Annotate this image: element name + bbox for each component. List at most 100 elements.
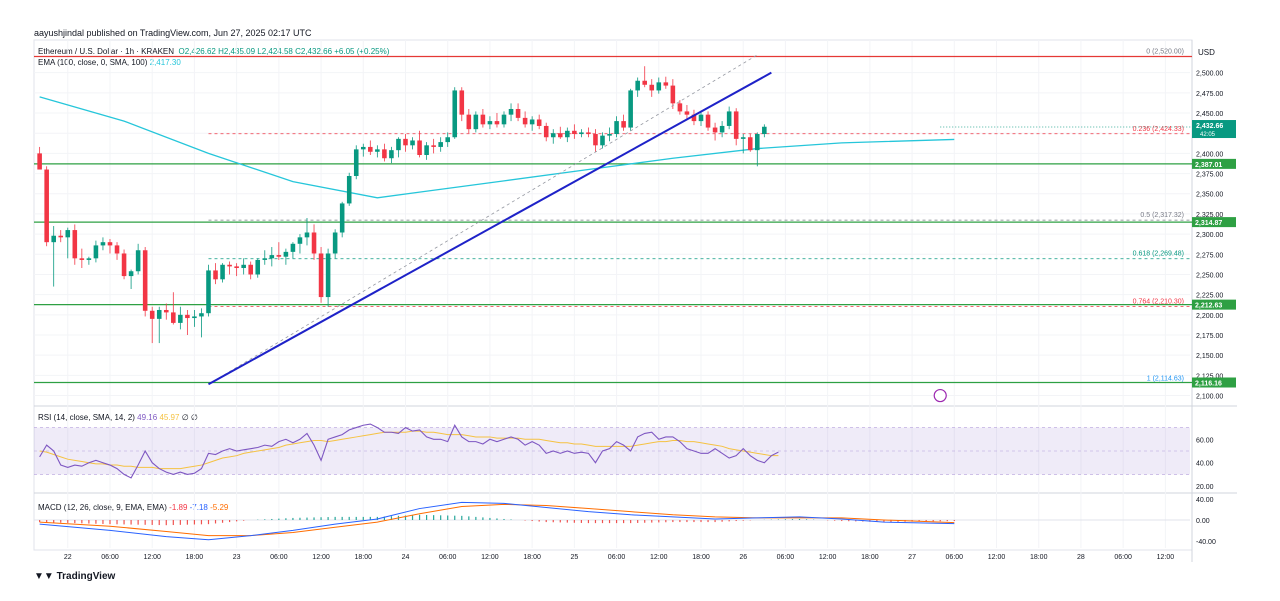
candle-body <box>72 230 78 259</box>
macd-tick-label: 0.00 <box>1196 518 1210 525</box>
candle-body <box>628 90 633 128</box>
candle-body <box>227 264 232 267</box>
candle-body <box>163 309 169 313</box>
candle-body <box>325 253 331 298</box>
candle-body <box>410 140 415 146</box>
candle-body <box>100 242 106 246</box>
candle-body <box>185 314 190 319</box>
candle-body <box>586 132 591 135</box>
time-tick-label: 22 <box>64 554 72 561</box>
rsi-legend: RSI (14, close, SMA, 14, 2) 49.16 45.97 … <box>38 413 198 422</box>
macd-label: MACD (12, 26, close, 9, EMA, EMA) <box>38 503 167 512</box>
candle-body <box>135 250 141 272</box>
candle-body <box>550 133 556 138</box>
candle-body <box>762 126 767 135</box>
candle-body <box>37 153 42 170</box>
ema-value: 2,417.30 <box>149 58 181 67</box>
candle-body <box>396 138 401 151</box>
fib-level-label: 1 (2,114.63) <box>1147 376 1184 383</box>
candle-body <box>121 253 127 277</box>
candle-body <box>424 145 429 156</box>
candle-body <box>663 82 669 86</box>
level-price-tag <box>1192 377 1236 388</box>
candle-body <box>614 121 619 135</box>
time-tick-label: 24 <box>402 554 410 561</box>
price-tick-label: 2,275.00 <box>1196 252 1223 259</box>
fib-level-label: 0 (2,520.00) <box>1146 49 1184 56</box>
price-change: +6.05 (+0.25%) <box>334 47 390 56</box>
candle-body <box>79 258 85 260</box>
candle-body <box>332 232 338 254</box>
candle-body <box>572 130 577 135</box>
candle-body <box>557 133 563 138</box>
ohlc-open: O2,426.62 <box>178 47 216 56</box>
candle-body <box>726 111 732 126</box>
currency-label: USD <box>1198 48 1215 57</box>
candle-body <box>213 270 218 280</box>
candle-body <box>318 253 324 298</box>
candle-body <box>698 114 704 122</box>
rsi-label: RSI (14, close, SMA, 14, 2) <box>38 413 135 422</box>
rsi-value: 49.16 <box>137 413 158 422</box>
fib-level-label: 0.5 (2,317.32) <box>1140 212 1184 219</box>
last-price-tag <box>1192 120 1236 139</box>
last-price-label: 2,432.66 <box>1196 123 1223 130</box>
candle-body <box>494 121 500 125</box>
candle-body <box>107 242 113 246</box>
time-tick-label: 26 <box>739 554 747 561</box>
candle-body <box>543 125 549 138</box>
macd-signal-value: -5.29 <box>210 503 229 512</box>
candle-body <box>248 264 253 275</box>
candle-body <box>684 111 690 115</box>
time-tick-label: 06:00 <box>439 554 457 561</box>
time-tick-label: 12:00 <box>1157 554 1175 561</box>
candle-body <box>593 134 598 146</box>
candle-body <box>114 245 120 254</box>
price-tick-label: 2,175.00 <box>1196 333 1223 340</box>
rsi-tick-label: 40.00 <box>1196 461 1214 468</box>
price-tick-label: 2,375.00 <box>1196 172 1223 179</box>
candle-body <box>65 230 71 238</box>
candle-body <box>192 316 197 319</box>
time-tick-label: 12:00 <box>481 554 499 561</box>
ema-label: EMA (100, close, 0, SMA, 100) <box>38 58 148 67</box>
candle-body <box>171 312 176 323</box>
time-tick-label: 06:00 <box>101 554 119 561</box>
candle-body <box>311 232 317 254</box>
candle-body <box>297 237 303 244</box>
time-tick-label: 06:00 <box>777 554 795 561</box>
candle-body <box>733 111 739 139</box>
candles-layer <box>37 66 767 344</box>
macd-tick-label: -40.00 <box>1196 539 1216 546</box>
price-tick-label: 2,325.00 <box>1196 212 1223 219</box>
candle-body <box>339 203 345 233</box>
rsi-pane <box>34 423 1190 479</box>
trendline-layer <box>208 54 947 403</box>
ema-legend: EMA (100, close, 0, SMA, 100) 2,417.30 <box>38 58 181 67</box>
candle-body <box>747 137 753 151</box>
time-tick-label: 28 <box>1077 554 1085 561</box>
candle-body <box>755 134 760 151</box>
candle-body <box>501 114 507 125</box>
candle-body <box>452 90 458 138</box>
candle-body <box>241 264 246 269</box>
alert-icon <box>933 388 947 403</box>
publisher-line: aayushjindal published on TradingView.co… <box>34 28 312 38</box>
time-tick-label: 18:00 <box>861 554 879 561</box>
candle-body <box>480 114 486 125</box>
candle-body <box>368 146 373 152</box>
axes-layer: 2,500.002,475.002,450.002,425.002,400.00… <box>64 48 1236 561</box>
rsi-line <box>39 423 779 479</box>
candle-body <box>579 132 584 135</box>
time-tick-label: 12:00 <box>312 554 330 561</box>
price-tick-label: 2,250.00 <box>1196 272 1223 279</box>
macd-tick-label: 40.00 <box>1196 497 1214 504</box>
rsi-ma-line <box>39 430 779 470</box>
rsi-ma-value: 45.97 <box>159 413 180 422</box>
level-price-label: 2,314.87 <box>1195 220 1222 227</box>
price-tick-label: 2,200.00 <box>1196 313 1223 320</box>
time-tick-label: 12:00 <box>650 554 668 561</box>
candle-body <box>283 251 289 257</box>
rsi-tick-label: 60.00 <box>1196 437 1214 444</box>
